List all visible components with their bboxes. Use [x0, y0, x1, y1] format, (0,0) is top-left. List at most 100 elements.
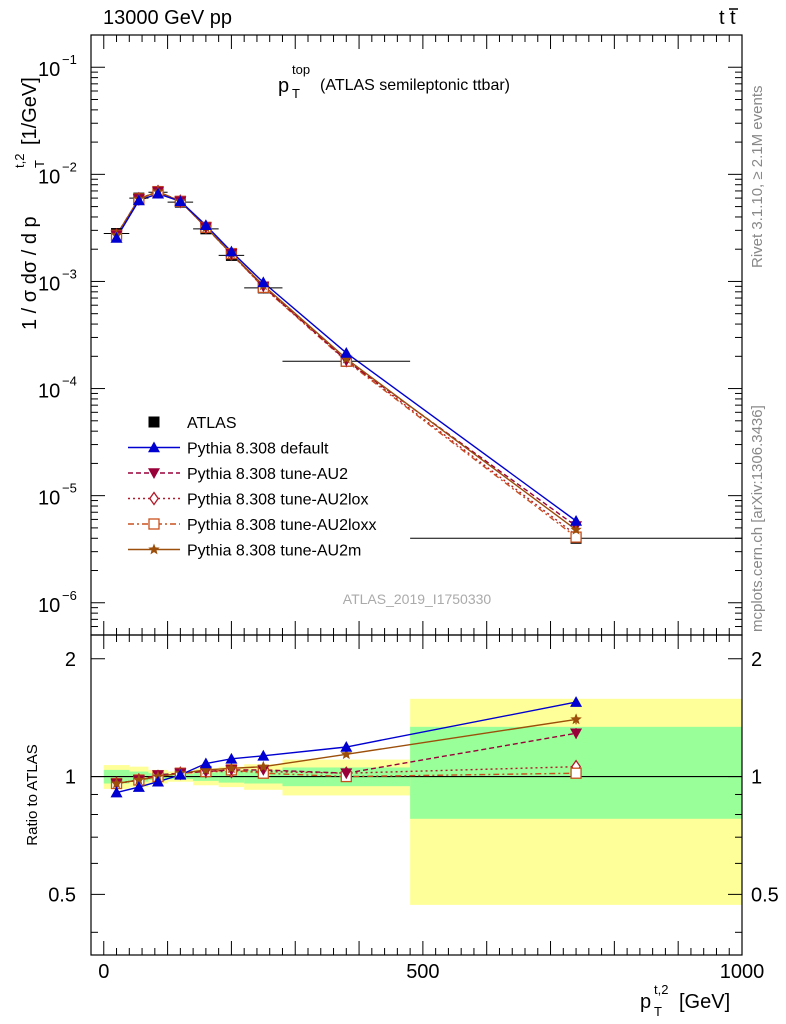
- ratio-point-au2m: [257, 760, 269, 772]
- ratio-y-tick-label-left: 0.5: [48, 884, 76, 906]
- y-tick-exp: −2: [62, 159, 77, 174]
- title-sup: top: [292, 62, 310, 77]
- ylabel-sub: T: [32, 160, 47, 168]
- legend-label-au2m: Pythia 8.308 tune-AU2m: [187, 543, 361, 560]
- y-tick-exp: −1: [62, 52, 77, 67]
- rivet-version-label: Rivet 3.1.10, ≥ 2.1M events: [749, 86, 766, 269]
- x-tick-label: 500: [406, 961, 439, 983]
- series-point-default: [110, 231, 123, 243]
- legend-label-data: ATLAS: [187, 415, 237, 432]
- y-tick-exp: −5: [62, 481, 77, 496]
- ratio-point-au2m: [200, 763, 212, 775]
- y-tick-label: 10 −6: [38, 588, 77, 617]
- legend-entry-au2lox: Pythia 8.308 tune-AU2lox: [128, 491, 368, 509]
- y-tick-base: 10: [38, 381, 60, 403]
- ratio-marks: [110, 696, 583, 798]
- xlabel-unit: [GeV]: [679, 991, 730, 1013]
- series-point-default: [132, 194, 145, 206]
- ratio-y-tick-label-left: 1: [65, 767, 76, 789]
- ratio-point-default: [257, 749, 270, 761]
- ratio-panel: 2 2 1 1 0.5 0.5 0 500 1000 Ratio to ATLAS p t,2…: [24, 634, 779, 1019]
- y-tick-exp: −4: [62, 374, 77, 389]
- series-point-au2m: [570, 523, 582, 535]
- legend-marker-data: [148, 416, 160, 428]
- ratio-point-au2m: [570, 713, 582, 725]
- y-tick-base: 10: [38, 166, 60, 188]
- ratio-y-label: Ratio to ATLAS: [24, 744, 41, 845]
- series-point-default: [174, 195, 187, 207]
- ratio-point-default: [570, 696, 583, 707]
- ratio-point-au2m: [340, 748, 352, 760]
- title-sub: T: [292, 86, 300, 101]
- main-panel: 10−110−210−310−410−510−6 p top T (ATLAS …: [12, 34, 743, 636]
- series-point-au2loxx: [570, 531, 582, 543]
- main-marks: [103, 184, 742, 544]
- x-tick-label: 1000: [720, 961, 765, 983]
- header-t: t: [719, 7, 725, 29]
- analysis-id-label: ATLAS_2019_I1750330: [343, 591, 492, 607]
- main-x-ticks: [103, 35, 743, 635]
- legend-label-au2: Pythia 8.308 tune-AU2: [187, 466, 348, 483]
- ratio-point-default: [199, 757, 212, 769]
- y-tick-exp: −6: [62, 588, 77, 603]
- xlabel-sup: t,2: [654, 982, 668, 997]
- series-point-au2m: [340, 352, 352, 364]
- ratio-bands: [103, 698, 742, 905]
- legend: ATLAS Pythia 8.308 default Pythia 8.308 tu…: [128, 415, 376, 560]
- main-title: p top T (ATLAS semileptonic ttbar): [278, 62, 510, 101]
- legend-entry-default: Pythia 8.308 default: [128, 441, 329, 458]
- header-energy-label: 13000 GeV pp: [103, 7, 232, 29]
- x-tick-label: 0: [98, 961, 109, 983]
- ratio-point-au2loxx: [570, 767, 582, 779]
- ratio-y-tick-label-right: 1: [751, 767, 762, 789]
- y-tick-base: 10: [38, 488, 60, 510]
- ratio-point-default: [340, 741, 353, 752]
- mcplots-label: mcplots.cern.ch [arXiv:1306.3436]: [749, 405, 766, 632]
- legend-entry-au2loxx: Pythia 8.308 tune-AU2loxx: [128, 517, 376, 534]
- legend-marker-au2: [148, 468, 160, 479]
- legend-entry-au2m: Pythia 8.308 tune-AU2m: [128, 543, 361, 560]
- series-point-default: [225, 245, 238, 257]
- xlabel-sub: T: [654, 1004, 662, 1019]
- y-tick-label: 10 −5: [38, 481, 77, 510]
- ratio-y-ticks: 2 2 1 1 0.5 0.5: [48, 649, 779, 933]
- ratio-point-au2m: [110, 777, 123, 789]
- series-point-default: [340, 346, 353, 358]
- y-tick-label: 10 −3: [38, 266, 77, 295]
- ratio-y-tick-label-right: 2: [751, 649, 762, 671]
- legend-entry-data: ATLAS: [148, 415, 237, 432]
- x-axis-label: p t,2 T [GeV]: [640, 982, 730, 1019]
- y-tick-exp: −3: [62, 266, 77, 281]
- ratio-point-default: [174, 768, 187, 780]
- ratio-point-default: [152, 775, 165, 787]
- ylabel-sup: t,2: [12, 154, 27, 168]
- header-tbar: t: [730, 7, 736, 29]
- ratio-y-tick-label-left: 2: [65, 649, 76, 671]
- ylabel-main: 1 / σ dσ / d p: [19, 216, 41, 330]
- ratio-point-au2: [257, 765, 270, 776]
- xlabel-p: p: [640, 991, 651, 1013]
- legend-marker-au2lox: [149, 491, 159, 506]
- main-y-label: 1 / σ dσ / d p t,2 T [1/GeV]: [12, 77, 47, 330]
- ratio-point-default: [225, 752, 238, 764]
- series-point-default: [199, 219, 212, 231]
- ratio-point-au2: [340, 768, 353, 780]
- main-y-ticks: 10−110−210−310−410−510−6: [38, 34, 742, 636]
- y-tick-label: 10 −4: [38, 374, 77, 403]
- ratio-point-au2: [570, 728, 583, 740]
- legend-label-default: Pythia 8.308 default: [187, 441, 329, 458]
- y-tick-base: 10: [38, 59, 60, 81]
- legend-entry-au2: Pythia 8.308 tune-AU2: [128, 466, 348, 483]
- series-point-default: [257, 276, 270, 288]
- ratio-x-ticks: 0 500 1000: [98, 635, 764, 983]
- y-tick-label: 10 −1: [38, 52, 77, 81]
- y-tick-base: 10: [38, 273, 60, 295]
- legend-label-au2loxx: Pythia 8.308 tune-AU2loxx: [187, 517, 376, 534]
- ratio-point-default: [110, 786, 123, 798]
- y-tick-base: 10: [38, 595, 60, 617]
- legend-marker-au2m: [148, 543, 160, 555]
- title-p: p: [278, 75, 289, 97]
- ylabel-unit: [1/GeV]: [19, 77, 41, 145]
- ratio-y-tick-label-right: 0.5: [751, 884, 779, 906]
